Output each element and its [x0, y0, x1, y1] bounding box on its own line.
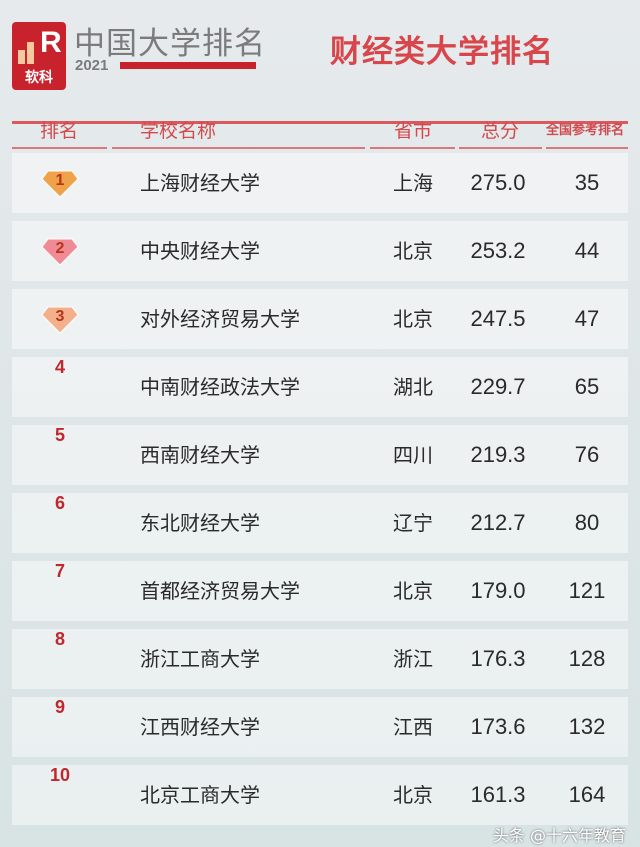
university-name: 上海财经大学	[140, 171, 260, 195]
rank-number: 1	[55, 172, 65, 189]
logo-text: 软科	[25, 70, 53, 86]
total-score: 275.0	[470, 170, 526, 195]
rank-number: 7	[54, 561, 65, 581]
total-score: 173.6	[470, 714, 526, 739]
rank-number: 5	[54, 425, 65, 445]
national-rank: 35	[574, 170, 600, 195]
ruanke-logo: R 软科	[12, 22, 66, 90]
rank-medal-icon: 3	[40, 303, 80, 335]
header-province: 省市	[394, 120, 433, 142]
university-name: 东北财经大学	[140, 511, 260, 535]
header-divider	[459, 147, 542, 149]
total-score: 161.3	[470, 782, 526, 807]
rank-medal-icon: 2	[40, 235, 80, 267]
province: 北京	[393, 239, 433, 263]
rank-number: 10	[49, 765, 71, 785]
total-score: 219.3	[470, 442, 526, 467]
national-rank: 164	[568, 782, 606, 807]
university-name: 中央财经大学	[140, 239, 260, 263]
university-name: 中南财经政法大学	[140, 375, 300, 399]
university-name: 浙江工商大学	[140, 647, 260, 671]
brand-title: 中国大学排名	[74, 26, 266, 62]
table-row: 9 江西财经大学 江西 173.6 132	[12, 697, 628, 757]
total-score: 253.2	[470, 238, 526, 263]
table-row: 5 西南财经大学 四川 219.3 76	[12, 425, 628, 485]
national-rank: 80	[574, 510, 600, 535]
university-name: 北京工商大学	[140, 783, 260, 807]
province: 江西	[393, 715, 433, 739]
province: 湖北	[393, 375, 433, 399]
logo-bar	[27, 42, 34, 64]
brand-year: 2021	[75, 57, 109, 74]
rank-number: 4	[54, 357, 65, 377]
total-score: 179.0	[470, 578, 526, 603]
table-row: 7 首都经济贸易大学 北京 179.0 121	[12, 561, 628, 621]
logo-bar	[18, 50, 25, 64]
university-name: 对外经济贸易大学	[140, 307, 300, 331]
province: 四川	[393, 443, 433, 467]
province: 上海	[393, 171, 433, 195]
province: 浙江	[393, 647, 433, 671]
table-row: 2 中央财经大学 北京 253.2 44	[12, 221, 628, 281]
rank-number: 2	[55, 240, 65, 257]
header-rank: 排名	[40, 120, 79, 142]
header-divider	[112, 147, 365, 149]
total-score: 176.3	[470, 646, 526, 671]
header-divider	[546, 147, 628, 149]
national-rank: 132	[568, 714, 606, 739]
header-national-rank: 全国参考排名	[546, 123, 625, 138]
table-row: 8 浙江工商大学 浙江 176.3 128	[12, 629, 628, 689]
rank-number: 3	[55, 308, 65, 325]
total-score: 229.7	[470, 374, 526, 399]
province: 辽宁	[393, 511, 433, 535]
header-divider	[12, 147, 107, 149]
header-name: 学校名称	[140, 120, 217, 142]
header-divider	[370, 147, 455, 149]
table-row: 3 对外经济贸易大学 北京 247.5 47	[12, 289, 628, 349]
watermark: 头条 @十六年教育	[492, 826, 626, 845]
national-rank: 44	[574, 238, 600, 263]
rank-number: 6	[54, 493, 65, 513]
year-divider	[120, 62, 256, 69]
table-top-border	[12, 121, 628, 124]
rank-number: 8	[54, 629, 65, 649]
table-row: 6 东北财经大学 辽宁 212.7 80	[12, 493, 628, 553]
table-row: 4 中南财经政法大学 湖北 229.7 65	[12, 357, 628, 417]
university-name: 江西财经大学	[140, 715, 260, 739]
national-rank: 65	[574, 374, 600, 399]
province: 北京	[393, 307, 433, 331]
province: 北京	[393, 783, 433, 807]
university-name: 西南财经大学	[140, 443, 260, 467]
province: 北京	[393, 579, 433, 603]
rank-medal-icon: 1	[40, 167, 80, 199]
table-row: 10 北京工商大学 北京 161.3 164	[12, 765, 628, 825]
table-row: 1 上海财经大学 上海 275.0 35	[12, 153, 628, 213]
national-rank: 128	[568, 646, 606, 671]
national-rank: 47	[574, 306, 600, 331]
logo-letter: R	[40, 26, 62, 59]
national-rank: 76	[574, 442, 600, 467]
total-score: 247.5	[470, 306, 526, 331]
total-score: 212.7	[470, 510, 526, 535]
national-rank: 121	[568, 578, 606, 603]
rank-number: 9	[54, 697, 65, 717]
header-score: 总分	[481, 120, 520, 142]
page-title: 财经类大学排名	[330, 34, 554, 70]
university-name: 首都经济贸易大学	[140, 579, 300, 603]
